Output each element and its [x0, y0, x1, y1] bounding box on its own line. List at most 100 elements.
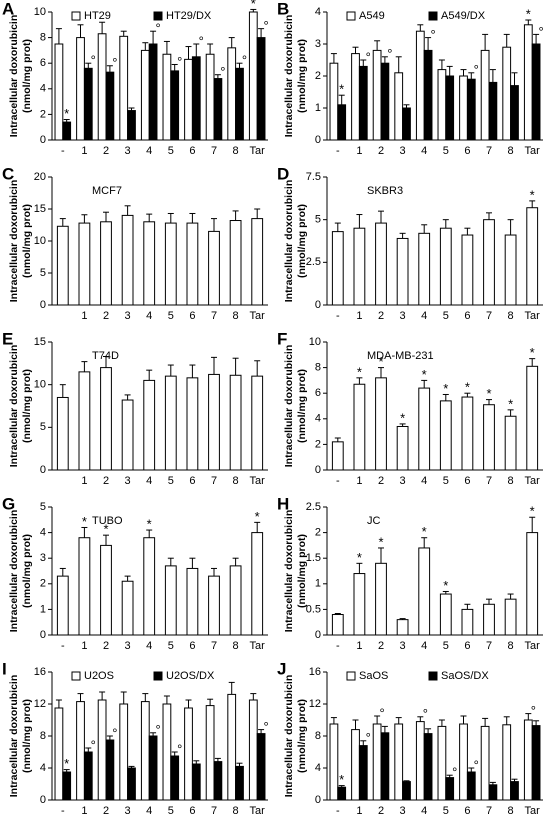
bar	[375, 377, 387, 471]
x-tick-label: 3	[400, 805, 406, 817]
x-tick-label: Tar	[250, 805, 266, 817]
bar	[170, 755, 180, 801]
bar	[127, 110, 136, 141]
y-tick-label: 12	[309, 698, 321, 710]
panel-title: MDA-MB-231	[367, 350, 434, 362]
x-tick-label: 4	[421, 310, 427, 322]
x-tick-label: Tar	[525, 475, 541, 487]
y-axis-unit: (nmol/mg prot)	[296, 39, 308, 113]
x-tick-label: 3	[125, 310, 131, 322]
y-axis-label: Intracellular doxorubicin	[8, 180, 20, 303]
y-tick-label: 5	[40, 267, 46, 279]
significance-marker: °	[474, 62, 479, 77]
x-tick-label: 2	[378, 640, 384, 652]
x-tick-label: Tar	[250, 640, 266, 652]
significance-marker: *	[82, 514, 87, 529]
significance-marker: *	[357, 550, 362, 565]
bar	[380, 62, 390, 141]
bar	[235, 67, 244, 141]
y-tick-label: 16	[309, 666, 321, 678]
x-tick-label: 5	[168, 145, 174, 157]
bar	[531, 725, 541, 801]
bar	[375, 562, 387, 636]
y-tick-label: 7.5	[306, 171, 321, 183]
x-tick-label: 3	[125, 145, 131, 157]
panel-title: TUBO	[92, 515, 123, 527]
panel-letter: H	[277, 494, 289, 513]
x-tick-label: -	[336, 145, 340, 157]
y-tick-label: 0	[315, 629, 321, 641]
significance-marker: *	[64, 756, 69, 771]
bar	[523, 24, 533, 141]
bar	[62, 771, 72, 801]
x-tick-label: 6	[189, 805, 195, 817]
legend-swatch	[71, 671, 81, 681]
bar	[394, 72, 404, 141]
y-tick-label: 2	[40, 578, 46, 590]
x-tick-label: 3	[125, 475, 131, 487]
bar	[502, 46, 512, 141]
bar	[56, 575, 69, 636]
legend-label: SaOS	[359, 670, 388, 682]
bar	[461, 396, 474, 471]
y-axis-unit: (nmol/mg prot)	[21, 699, 33, 773]
bar	[504, 415, 517, 471]
bar	[248, 11, 258, 141]
bar	[396, 619, 409, 636]
significance-marker: °	[155, 21, 160, 36]
bar	[78, 371, 91, 471]
legend-label: U2OS	[84, 670, 114, 682]
bar	[423, 733, 433, 801]
legend-label: SaOS/DX	[441, 670, 489, 682]
bar	[415, 30, 425, 141]
bar	[526, 207, 539, 306]
significance-marker: °	[263, 719, 268, 734]
bar	[248, 699, 258, 801]
bar	[97, 33, 107, 141]
x-tick-label: Tar	[250, 145, 266, 157]
bar	[56, 225, 69, 306]
y-tick-label: 10	[34, 379, 46, 391]
x-tick-label: 7	[211, 805, 217, 817]
bar	[504, 598, 517, 636]
legend-swatch	[428, 11, 438, 21]
y-tick-label: 4	[315, 6, 321, 18]
x-tick-label: 5	[443, 640, 449, 652]
bar	[184, 707, 193, 801]
x-tick-label: 5	[168, 310, 174, 322]
bar	[227, 693, 237, 801]
x-tick-label: 6	[464, 805, 470, 817]
bar	[372, 723, 382, 801]
y-tick-label: 0	[40, 464, 46, 476]
x-tick-label: 8	[233, 145, 239, 157]
bar	[415, 721, 425, 801]
bar	[140, 701, 150, 801]
x-tick-label: 1	[81, 640, 87, 652]
x-tick-label: 5	[443, 475, 449, 487]
legend-swatch	[153, 671, 163, 681]
y-axis-unit: (nmol/mg prot)	[21, 534, 33, 608]
significance-marker: °	[430, 27, 435, 42]
x-tick-label: Tar	[525, 640, 541, 652]
y-axis-unit: (nmol/mg prot)	[296, 699, 308, 773]
x-tick-label: 8	[508, 805, 514, 817]
bar	[170, 70, 180, 141]
bar	[504, 234, 517, 306]
bar	[119, 703, 129, 801]
x-tick-label: 2	[103, 475, 109, 487]
bar	[83, 67, 93, 141]
significance-marker: *	[357, 364, 362, 379]
bar	[337, 104, 347, 141]
significance-marker: °	[177, 54, 182, 69]
bar	[488, 784, 498, 801]
panel-letter: J	[277, 659, 286, 678]
bar	[62, 121, 72, 141]
bar	[164, 565, 177, 636]
x-tick-label: 6	[189, 640, 195, 652]
panel-letter: I	[2, 659, 7, 678]
y-tick-label: 0	[315, 794, 321, 806]
